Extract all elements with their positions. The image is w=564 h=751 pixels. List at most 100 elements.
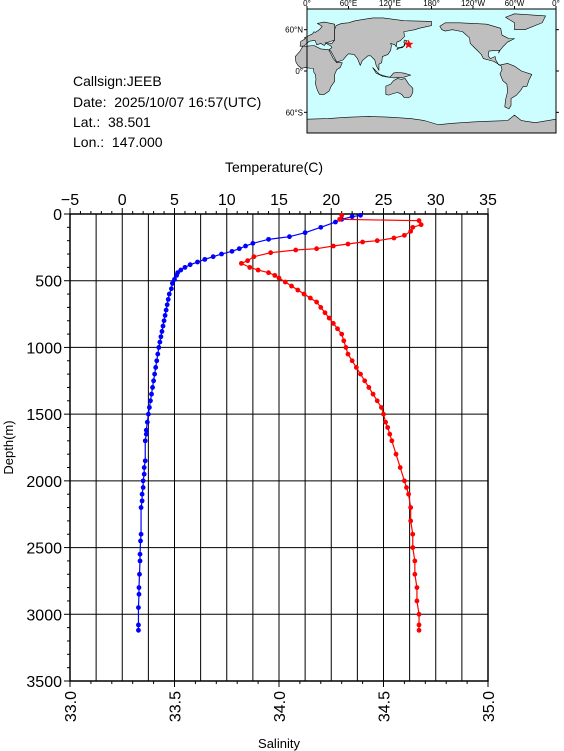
- salinity-data-point: [389, 438, 395, 444]
- temperature-data-point: [143, 427, 149, 433]
- depth-tick-label: 1500: [26, 407, 62, 424]
- temperature-data-point: [140, 485, 146, 490]
- temperature-tick-label: 10: [218, 192, 236, 209]
- temperature-data-point: [137, 571, 142, 577]
- temperature-data-point: [302, 230, 308, 236]
- temperature-data-point: [155, 351, 161, 357]
- temperature-data-point: [243, 243, 248, 249]
- date-text: Date: 2025/10/07 16:57(UTC): [73, 94, 262, 110]
- temperature-data-point: [349, 214, 355, 220]
- salinity-data-point: [410, 531, 416, 537]
- temperature-data-point: [333, 219, 338, 225]
- temperature-data-point: [138, 538, 143, 544]
- salinity-data-point: [404, 485, 409, 490]
- salinity-data-point: [387, 431, 393, 437]
- map-land-indonesia: [372, 67, 412, 79]
- temperature-data-point: [136, 622, 141, 628]
- temperature-data-point: [145, 411, 151, 417]
- callsign-text: Callsign:JEEB: [73, 73, 162, 89]
- temperature-data-point: [161, 318, 167, 324]
- salinity-data-point: [414, 585, 420, 590]
- salinity-data-point: [349, 358, 355, 364]
- map-lat-label: 60°N: [285, 26, 303, 35]
- salinity-data-point: [293, 247, 299, 253]
- salinity-tick-label: 34.0: [272, 691, 289, 722]
- salinity-data-point: [408, 228, 414, 234]
- salinity-data-point: [238, 260, 244, 266]
- temperature-data-point: [168, 286, 174, 292]
- salinity-data-point: [410, 224, 416, 230]
- map-land-south-america: [499, 63, 533, 110]
- temperature-data-point: [156, 345, 162, 350]
- temperature-tick-label: 35: [479, 192, 497, 209]
- temperature-data-point: [138, 531, 144, 537]
- temperature-data-point: [151, 378, 157, 384]
- temperature-data-point: [165, 296, 171, 302]
- temperature-data-point: [141, 465, 147, 470]
- depth-axis-label: Depth(m): [1, 420, 16, 474]
- salinity-data-point: [397, 465, 403, 470]
- depth-tick-label: 2500: [26, 541, 62, 558]
- salinity-data-point: [341, 338, 347, 344]
- temperature-data-point: [219, 251, 224, 257]
- salinity-data-point: [366, 385, 372, 390]
- temperature-tick-label: −5: [61, 192, 79, 209]
- salinity-data-point: [318, 305, 324, 310]
- salinity-data-point: [330, 321, 336, 326]
- salinity-data-point: [339, 331, 345, 337]
- salinity-data-point: [245, 258, 251, 264]
- salinity-data-point: [307, 295, 313, 301]
- salinity-data-point: [266, 270, 271, 276]
- map-land-japan: [396, 39, 408, 50]
- temperature-tick-label: 30: [427, 192, 445, 209]
- temperature-data-point: [187, 262, 193, 268]
- temperature-data-point: [236, 246, 242, 252]
- map-land-europe: [299, 21, 335, 47]
- latitude-text: Lat.: 38.501: [73, 114, 151, 130]
- temperature-data-point: [137, 558, 143, 564]
- salinity-data-point: [402, 478, 407, 484]
- salinity-data-point: [410, 545, 416, 550]
- temperature-tick-label: 15: [270, 192, 288, 209]
- temperature-data-point: [250, 240, 256, 246]
- salinity-data-point: [289, 283, 294, 289]
- world-map: 0° 60°E 120°E 180° 120°W 60°W 0° 60°N 0° 60°S: [285, 0, 560, 134]
- salinity-data-point: [416, 611, 422, 617]
- temperature-data-point: [164, 302, 170, 308]
- temperature-tick-label: 25: [375, 192, 393, 209]
- temperature-tick-label: 0: [118, 192, 127, 209]
- salinity-data-point: [337, 216, 343, 222]
- temperature-tick-label: 20: [322, 192, 340, 209]
- salinity-data-point: [314, 299, 320, 305]
- temperature-data-point: [139, 498, 145, 504]
- salinity-data-point: [360, 239, 365, 245]
- map-land-greenland: [505, 13, 546, 30]
- temperature-data-point: [143, 431, 149, 437]
- salinity-data-point: [374, 398, 380, 404]
- salinity-data-point: [272, 272, 278, 278]
- map-land-asia: [324, 17, 432, 71]
- temperature-data-point: [162, 313, 168, 318]
- salinity-data-point: [412, 558, 418, 564]
- temperature-data-point: [287, 234, 292, 240]
- map-lon-label: 180°: [423, 0, 440, 8]
- temperature-data-point: [136, 605, 141, 611]
- salinity-data-point: [343, 345, 349, 350]
- temperature-data-point: [152, 371, 158, 377]
- salinity-data-point: [353, 365, 359, 370]
- temperature-data-point: [136, 585, 142, 590]
- temperature-data-point: [140, 478, 146, 484]
- temperature-data-point: [158, 334, 164, 340]
- map-lat-label: 0°: [295, 67, 303, 76]
- temperature-data-point: [182, 264, 188, 270]
- salinity-data-point: [301, 291, 307, 297]
- salinity-data-point: [406, 491, 411, 497]
- depth-tick-label: 3500: [26, 674, 62, 691]
- temperature-data-point: [144, 419, 150, 425]
- salinity-data-point: [339, 212, 345, 218]
- salinity-data-point: [374, 238, 380, 244]
- salinity-data-point: [358, 371, 363, 377]
- salinity-tick-label: 35.0: [481, 691, 498, 722]
- temperature-profile-line: [137, 214, 361, 631]
